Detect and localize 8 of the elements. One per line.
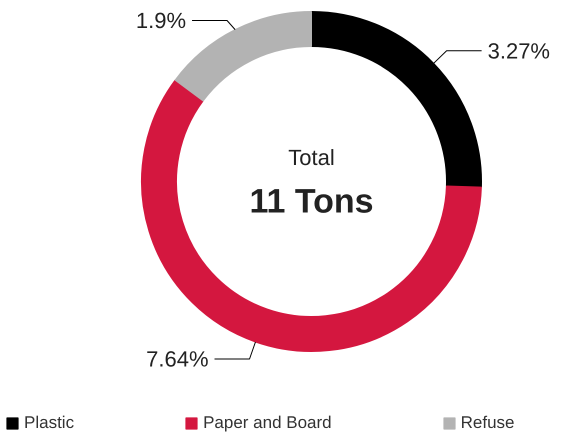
legend-label: Refuse xyxy=(460,413,514,433)
data-label: 7.64% xyxy=(146,346,209,372)
legend-label: Plastic xyxy=(24,413,74,433)
text: 11 Tons xyxy=(249,182,374,220)
data-label: 1.9% xyxy=(136,8,186,33)
data-label: 3.27% xyxy=(488,38,550,64)
legend-label: Paper and Board xyxy=(203,413,332,433)
text: Total xyxy=(288,145,335,170)
